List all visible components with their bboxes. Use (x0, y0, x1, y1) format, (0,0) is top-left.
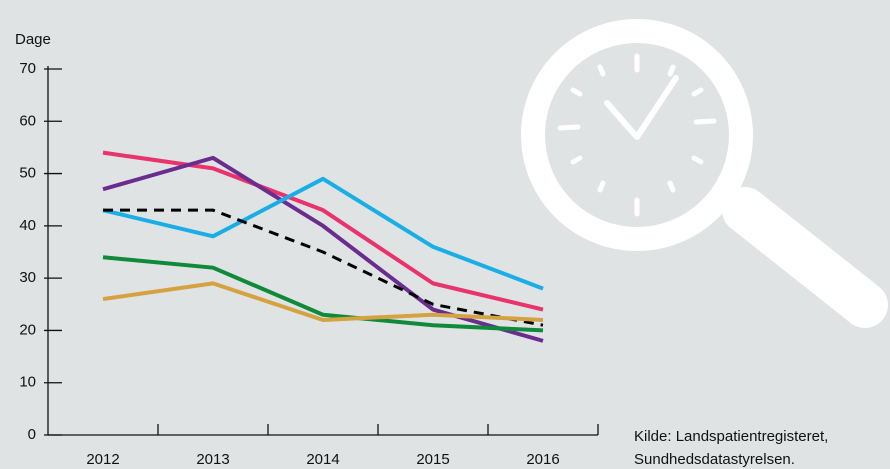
y-tick-label: 60 (19, 112, 36, 129)
y-tick-label: 40 (19, 217, 36, 234)
magnifier-icon (521, 19, 888, 328)
series-line (103, 208, 544, 327)
y-axis-label: Dage (15, 31, 51, 48)
x-tick-label: 2012 (86, 451, 119, 468)
source-note: Sundhedsdatastyrelsen. (634, 451, 795, 468)
x-tick-label: 2014 (306, 451, 339, 468)
series-line (102, 255, 544, 333)
series-line (102, 176, 544, 291)
x-tick-label: 2015 (416, 451, 449, 468)
series-line (102, 281, 544, 322)
y-tick-label: 20 (19, 321, 36, 338)
x-tick-label: 2013 (196, 451, 229, 468)
series-line (102, 155, 544, 343)
series-line (102, 150, 544, 312)
source-note: Kilde: Landspatientregisteret, (634, 428, 828, 445)
y-tick-label: 30 (19, 269, 36, 286)
y-tick-label: 0 (28, 426, 36, 443)
x-tick-label: 2016 (526, 451, 559, 468)
y-tick-label: 70 (19, 60, 36, 77)
y-tick-label: 50 (19, 165, 36, 182)
y-tick-label: 10 (19, 374, 36, 391)
